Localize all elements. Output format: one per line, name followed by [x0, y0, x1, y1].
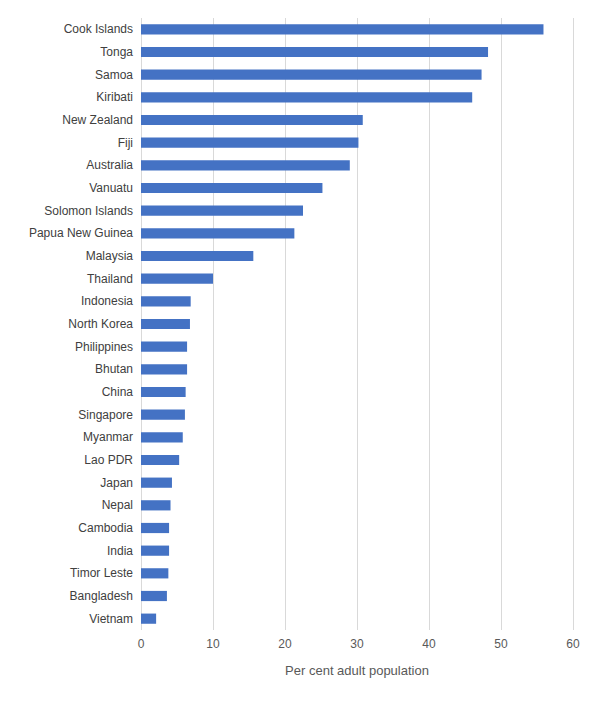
- svg-text:China: China: [102, 385, 134, 399]
- svg-text:Bangladesh: Bangladesh: [70, 589, 133, 603]
- svg-text:Solomon Islands: Solomon Islands: [44, 204, 133, 218]
- svg-text:Bhutan: Bhutan: [95, 362, 133, 376]
- svg-text:60: 60: [566, 637, 580, 651]
- svg-text:Singapore: Singapore: [78, 408, 133, 422]
- svg-text:Tonga: Tonga: [100, 45, 133, 59]
- svg-text:Vietnam: Vietnam: [89, 612, 133, 626]
- svg-text:Malaysia: Malaysia: [86, 249, 134, 263]
- svg-text:Timor Leste: Timor Leste: [70, 566, 133, 580]
- svg-text:10: 10: [206, 637, 220, 651]
- svg-text:Philippines: Philippines: [75, 340, 133, 354]
- svg-text:Vanuatu: Vanuatu: [89, 181, 133, 195]
- svg-text:New Zealand: New Zealand: [62, 113, 133, 127]
- svg-text:Kiribati: Kiribati: [96, 90, 133, 104]
- svg-text:Japan: Japan: [100, 476, 133, 490]
- svg-text:20: 20: [278, 637, 292, 651]
- svg-text:Myanmar: Myanmar: [83, 430, 133, 444]
- svg-text:Australia: Australia: [86, 158, 133, 172]
- svg-text:Indonesia: Indonesia: [81, 294, 133, 308]
- svg-text:Papua New Guinea: Papua New Guinea: [29, 226, 133, 240]
- svg-text:Per cent adult population: Per cent adult population: [285, 663, 429, 678]
- svg-text:India: India: [107, 544, 133, 558]
- svg-text:Thailand: Thailand: [87, 272, 133, 286]
- svg-text:North Korea: North Korea: [68, 317, 133, 331]
- svg-text:0: 0: [138, 637, 145, 651]
- svg-text:Cambodia: Cambodia: [78, 521, 133, 535]
- svg-text:Lao PDR: Lao PDR: [84, 453, 133, 467]
- svg-text:40: 40: [422, 637, 436, 651]
- svg-text:50: 50: [494, 637, 508, 651]
- svg-text:30: 30: [350, 637, 364, 651]
- svg-text:Nepal: Nepal: [102, 498, 133, 512]
- svg-text:Fiji: Fiji: [118, 136, 133, 150]
- svg-text:Cook Islands: Cook Islands: [64, 22, 133, 36]
- svg-text:Samoa: Samoa: [95, 68, 133, 82]
